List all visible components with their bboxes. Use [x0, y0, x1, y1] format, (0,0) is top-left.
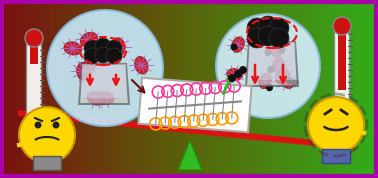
Polygon shape — [178, 140, 202, 170]
Bar — [338, 30, 346, 90]
Circle shape — [258, 16, 278, 36]
Circle shape — [247, 28, 267, 48]
Circle shape — [47, 10, 163, 126]
Circle shape — [106, 48, 122, 64]
Circle shape — [19, 107, 75, 163]
Ellipse shape — [80, 32, 98, 46]
Circle shape — [25, 29, 43, 47]
Ellipse shape — [227, 69, 243, 81]
Ellipse shape — [269, 42, 282, 57]
Ellipse shape — [248, 35, 264, 47]
Circle shape — [267, 66, 274, 73]
Circle shape — [247, 18, 267, 38]
FancyBboxPatch shape — [335, 28, 350, 119]
FancyBboxPatch shape — [138, 78, 252, 132]
Polygon shape — [248, 42, 296, 80]
Circle shape — [291, 79, 298, 86]
Circle shape — [216, 14, 320, 118]
Circle shape — [34, 122, 42, 129]
Circle shape — [95, 38, 111, 54]
Ellipse shape — [269, 38, 285, 49]
Polygon shape — [81, 64, 127, 98]
Circle shape — [278, 47, 285, 54]
Ellipse shape — [96, 91, 114, 104]
Circle shape — [269, 28, 289, 48]
Ellipse shape — [232, 37, 244, 52]
Polygon shape — [79, 64, 129, 104]
Ellipse shape — [79, 60, 95, 76]
Ellipse shape — [279, 75, 294, 88]
FancyBboxPatch shape — [26, 41, 42, 124]
Ellipse shape — [87, 92, 105, 105]
Circle shape — [269, 18, 289, 38]
Ellipse shape — [259, 73, 271, 89]
Polygon shape — [18, 110, 355, 150]
Bar — [322, 149, 350, 163]
Circle shape — [308, 97, 364, 153]
Circle shape — [258, 26, 278, 46]
Ellipse shape — [64, 42, 82, 55]
Ellipse shape — [112, 38, 125, 56]
Circle shape — [286, 77, 293, 84]
Ellipse shape — [276, 69, 289, 84]
Ellipse shape — [273, 57, 285, 74]
Polygon shape — [246, 42, 298, 86]
Ellipse shape — [135, 57, 148, 74]
Circle shape — [106, 40, 122, 56]
Circle shape — [266, 84, 273, 91]
Circle shape — [265, 49, 271, 56]
Circle shape — [231, 43, 238, 51]
Bar — [33, 156, 61, 170]
Bar — [30, 42, 38, 64]
Ellipse shape — [77, 62, 90, 80]
Circle shape — [53, 122, 59, 129]
Circle shape — [333, 17, 351, 35]
Circle shape — [84, 40, 100, 56]
Circle shape — [234, 70, 242, 78]
Circle shape — [239, 66, 247, 74]
Ellipse shape — [91, 46, 109, 59]
Circle shape — [95, 47, 111, 63]
Circle shape — [84, 48, 100, 64]
Circle shape — [228, 74, 236, 82]
